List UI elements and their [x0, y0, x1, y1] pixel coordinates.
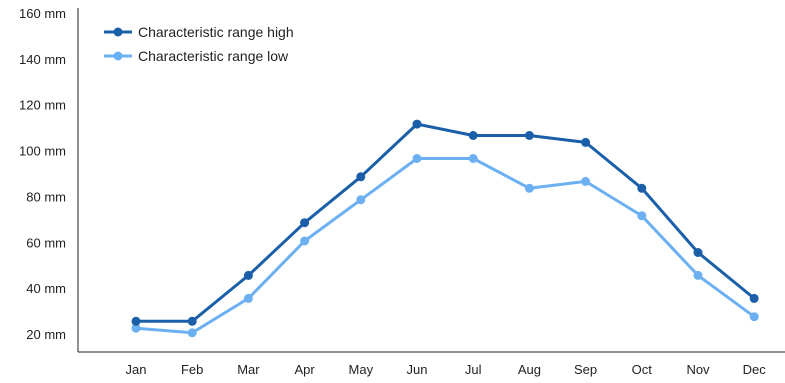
series-characteristic-range-high [131, 119, 759, 326]
legend-item: Characteristic range low [104, 48, 289, 64]
data-point [468, 154, 478, 163]
series-characteristic-range-low [131, 154, 759, 338]
x-tick-label: Dec [743, 362, 767, 377]
data-point [412, 119, 422, 129]
x-tick-label: Jul [465, 362, 482, 377]
legend: Characteristic range high Characteristic … [104, 24, 294, 64]
y-tick-label: 60 mm [26, 235, 66, 250]
legend-label: Characteristic range high [138, 24, 294, 40]
data-point [243, 293, 253, 303]
legend-swatch-marker [113, 51, 123, 61]
series-line [135, 157, 756, 335]
data-point [749, 312, 759, 322]
data-point [637, 183, 647, 193]
series-line [136, 122, 756, 323]
legend-item: Characteristic range high [104, 24, 294, 40]
y-tick-label: 80 mm [26, 189, 66, 204]
y-tick-label: 160 mm [19, 6, 66, 21]
data-point [637, 211, 647, 221]
data-point [693, 248, 703, 257]
y-tick-label: 140 mm [19, 52, 66, 67]
x-tick-label: Sep [574, 362, 597, 377]
data-point [693, 270, 703, 280]
x-tick-label: Jan [126, 362, 147, 377]
data-point [412, 154, 422, 163]
data-point [581, 137, 591, 147]
series-layer [131, 119, 759, 338]
x-tick-label: May [349, 362, 374, 377]
x-tick-labels: Jan Feb Mar Apr May Jun Jul Aug Sep Oct Nov Dec [126, 362, 767, 377]
data-point [356, 172, 366, 182]
x-tick-label: Oct [632, 362, 653, 377]
data-point [187, 316, 197, 326]
data-point [468, 131, 478, 140]
data-point [749, 293, 759, 303]
y-tick-label: 20 mm [26, 327, 66, 342]
data-point [300, 218, 310, 228]
x-tick-label: Jun [407, 362, 428, 377]
data-point [243, 270, 253, 280]
x-tick-label: Feb [181, 362, 203, 377]
data-point [356, 195, 366, 205]
y-tick-label: 40 mm [26, 281, 66, 296]
data-point [131, 323, 141, 333]
legend-swatch-marker [113, 27, 123, 37]
y-tick-label: 100 mm [19, 144, 66, 159]
y-tick-label: 120 mm [19, 98, 66, 113]
data-point [524, 183, 534, 193]
x-tick-label: Apr [294, 362, 315, 377]
data-point [131, 316, 141, 326]
data-point [581, 176, 591, 186]
data-point [187, 328, 197, 338]
legend-label: Characteristic range low [138, 48, 289, 64]
data-point [524, 131, 534, 140]
y-tick-labels: 20 mm 40 mm 60 mm 80 mm 100 mm 120 mm 140 mm 16… [19, 6, 66, 342]
x-tick-label: Nov [686, 362, 710, 377]
x-tick-label: Aug [518, 362, 541, 377]
x-tick-label: Mar [237, 362, 260, 377]
data-point [300, 236, 310, 246]
